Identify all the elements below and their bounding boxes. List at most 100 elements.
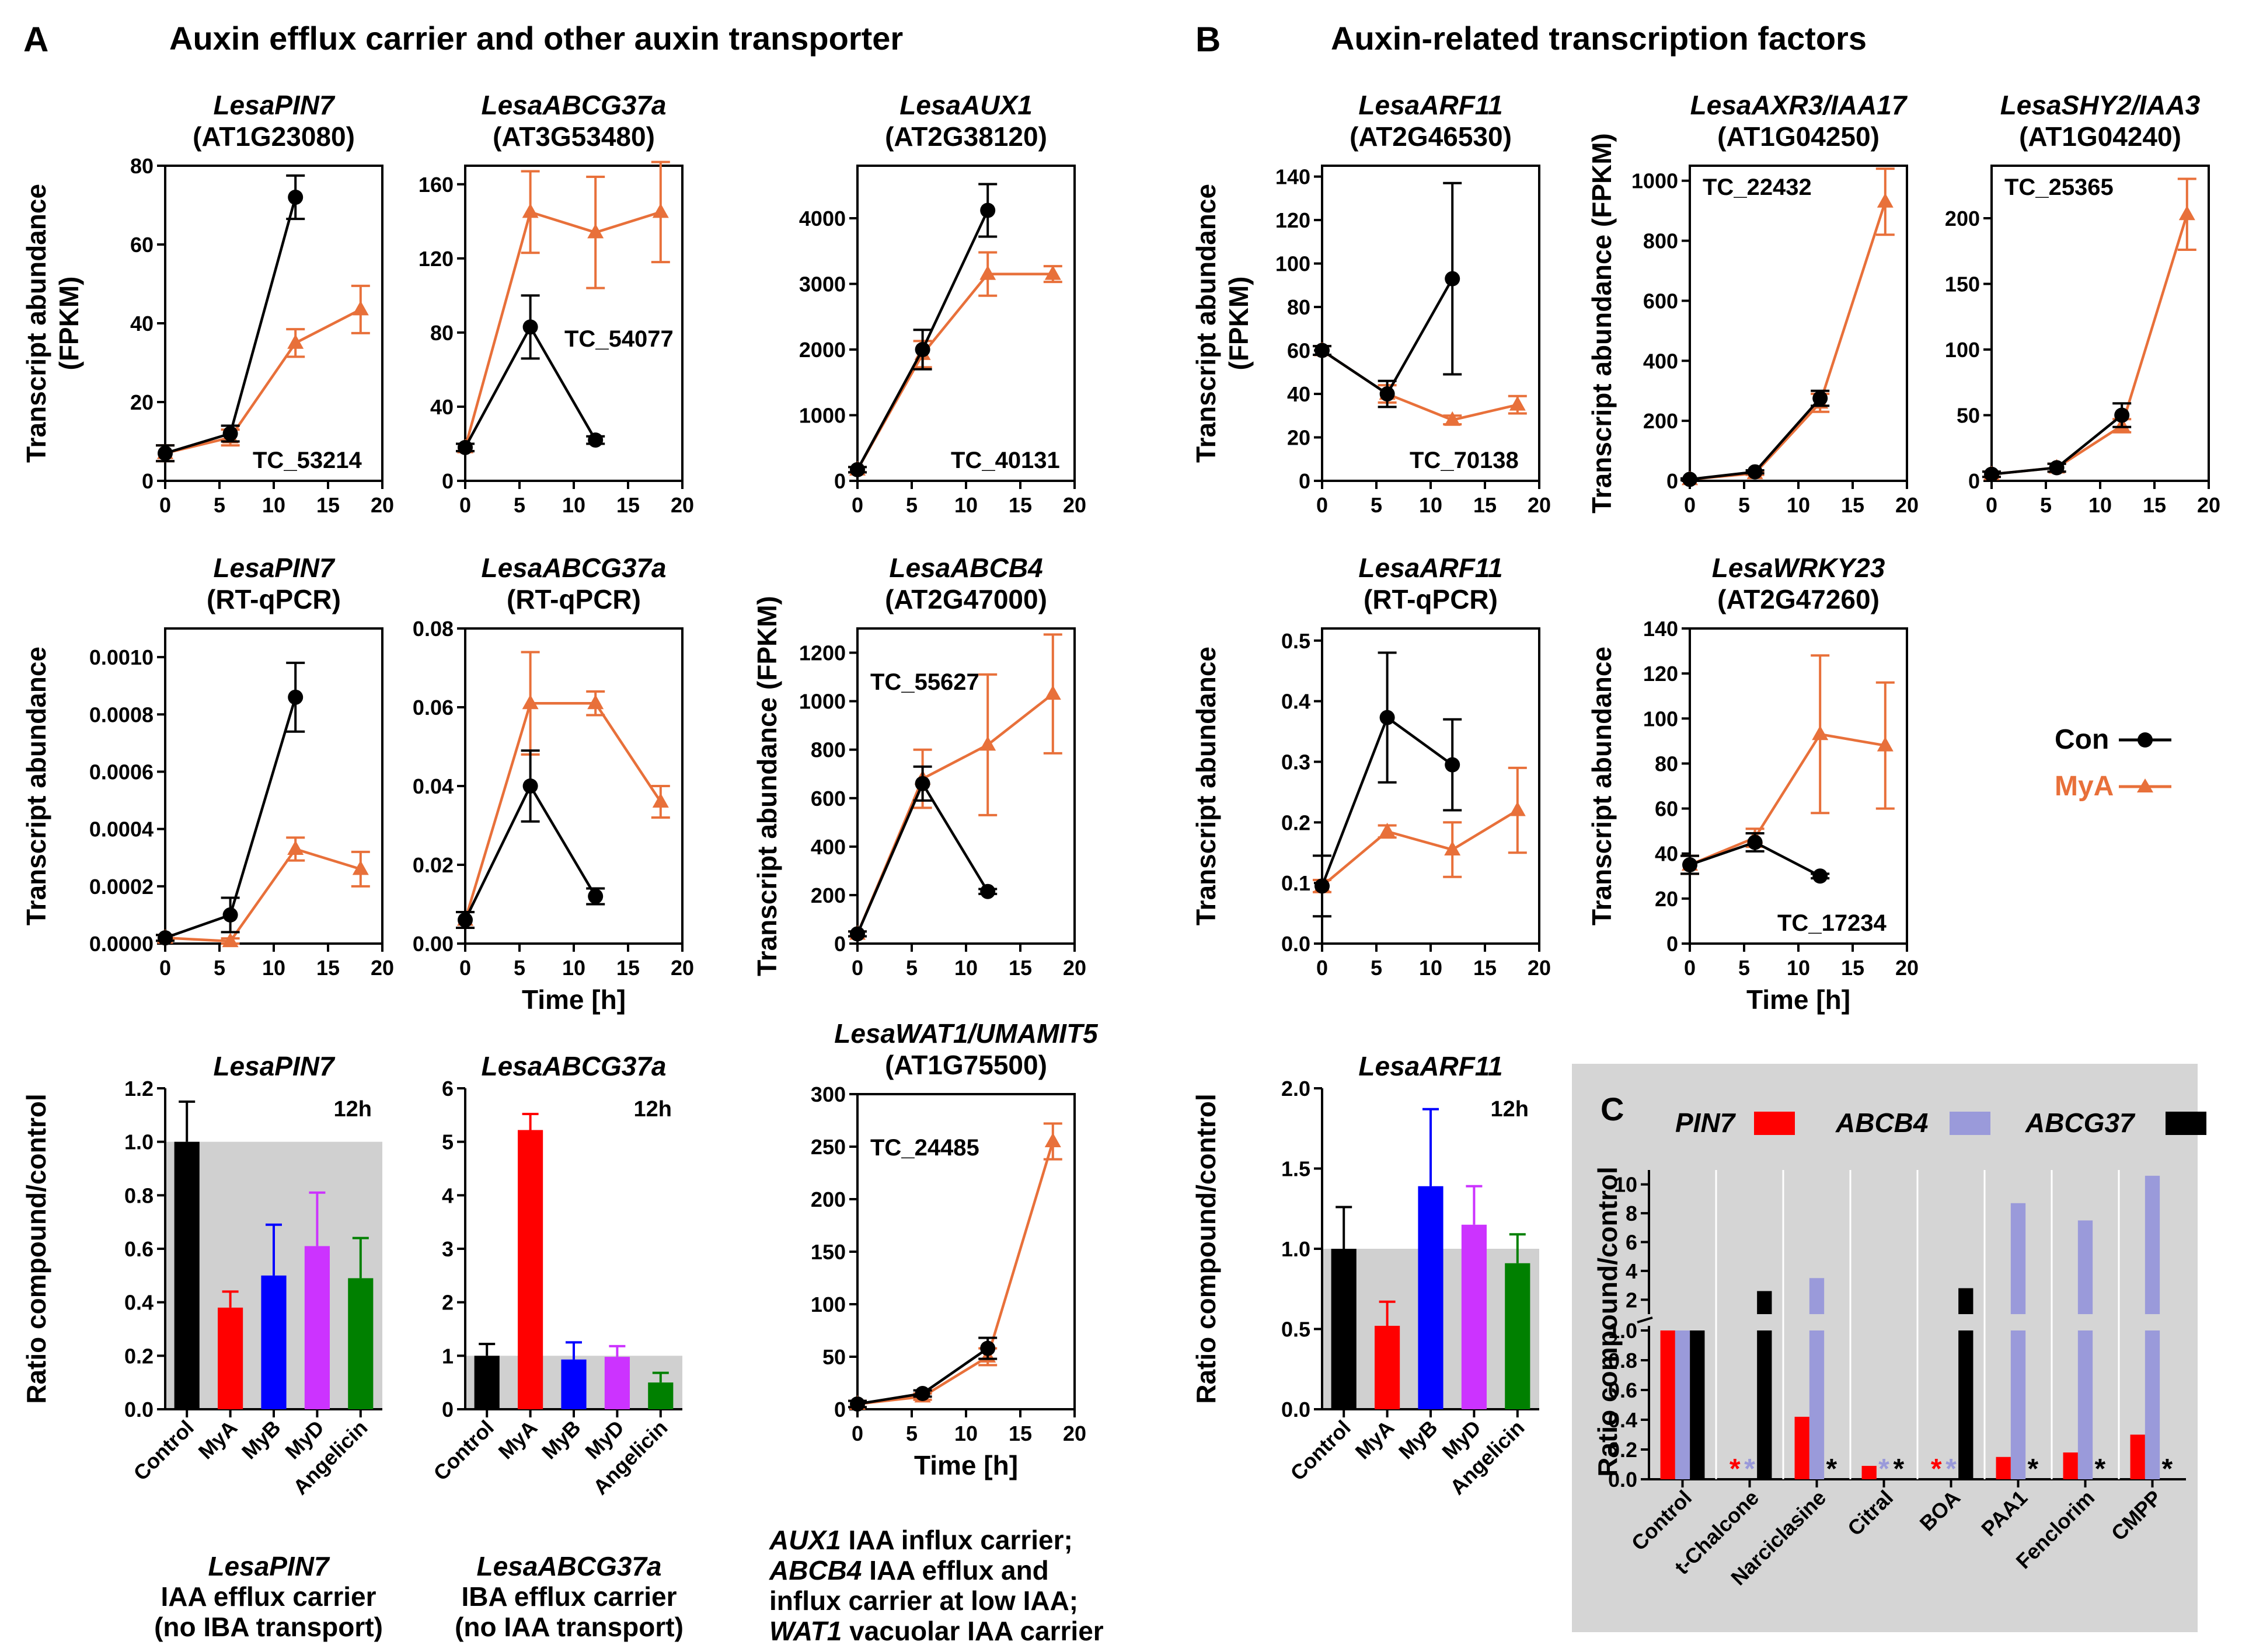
y-tick-label: 0.02 — [413, 853, 454, 877]
mya-point — [1444, 841, 1461, 856]
time-annotation: 12h — [634, 1097, 672, 1122]
x-tick-label: 20 — [2197, 493, 2220, 517]
y-tick-label: 0.06 — [413, 696, 454, 720]
x-tick-label: 5 — [514, 956, 525, 980]
mya-point — [522, 694, 539, 710]
con-point — [980, 1340, 996, 1356]
notes: LesaPIN7 IAA efflux carrier (no IBA tran… — [154, 1525, 1104, 1646]
x-category-label: MyA — [1351, 1416, 1399, 1464]
x-tick-label: 10 — [2088, 493, 2112, 517]
y-tick-label: 20 — [1655, 887, 1678, 911]
time-annotation: 12h — [1491, 1097, 1529, 1122]
x-category-label: MyB — [1394, 1416, 1442, 1464]
chart-title: LesaARF11 — [1358, 90, 1502, 120]
significance-asterisk: * — [2161, 1454, 2173, 1485]
x-category-label: MyA — [194, 1416, 242, 1464]
y-tick-label: 0.0000 — [89, 932, 154, 956]
gene-id-annotation: TC_54077 — [564, 326, 674, 352]
y-tick-label: 0 — [442, 469, 454, 493]
y-tick-label: 80 — [430, 321, 454, 345]
note-pin7-role: IAA efflux carrier — [161, 1581, 376, 1612]
panel-c-letter: C — [1601, 1091, 1624, 1127]
chart-subtitle: (AT2G38120) — [885, 121, 1047, 152]
legend-mya-marker — [2137, 778, 2153, 792]
bar-abcb4-upper — [1809, 1278, 1825, 1314]
y-tick-label: 0.0010 — [89, 645, 154, 669]
y-tick-label: 8 — [1626, 1202, 1637, 1225]
y-tick-label: 5 — [442, 1130, 454, 1154]
x-tick-label: 20 — [1528, 493, 1551, 517]
mya-point — [522, 203, 539, 218]
x-tick-label: 15 — [616, 956, 640, 980]
chart-subtitle: (AT1G23080) — [193, 121, 355, 152]
con-point — [1445, 271, 1460, 287]
y-tick-label: 0 — [142, 469, 154, 493]
chart-subtitle: (AT2G47000) — [885, 584, 1047, 614]
legend-con-marker — [2138, 732, 2153, 748]
con-point — [915, 342, 930, 357]
y-tick-label: 3000 — [799, 273, 846, 296]
chart-subtitle: (AT1G04250) — [1717, 121, 1880, 152]
legend: Con MyA — [2055, 724, 2171, 802]
con-point — [980, 202, 996, 218]
con-point — [158, 445, 173, 461]
y-tick-label: 300 — [811, 1082, 846, 1106]
panel-a-letter: A — [23, 20, 48, 59]
y-axis-label: Transcript abundance (FPKM) — [752, 596, 782, 976]
bar-angelicin — [648, 1382, 674, 1409]
bar-myd — [304, 1246, 330, 1409]
series-line-con — [165, 197, 297, 455]
chart-title: LesaPIN7 — [213, 90, 336, 120]
chart-abcb4-rnaseq: 0 200 400 600 800 1000 1200 0 5 10 15 20 LesaABCB4(A… — [752, 553, 1086, 980]
y-tick-label: 0.6 — [124, 1237, 154, 1261]
x-category-label: MyB — [237, 1416, 285, 1464]
chart-shy2-rnaseq: 0 50 100 150 200 0 5 10 15 20 LesaSHY2/IAA3(AT1G04… — [1945, 90, 2220, 517]
y-tick-label: 0 — [834, 1398, 846, 1422]
mya-point — [652, 203, 669, 218]
y-tick-label: 0.0 — [1281, 932, 1310, 956]
gene-id-annotation: TC_53214 — [253, 448, 362, 473]
y-tick-label: 0.0004 — [89, 818, 154, 841]
x-tick-label: 0 — [159, 493, 171, 517]
x-tick-label: 5 — [906, 1422, 918, 1445]
con-point — [850, 926, 865, 942]
chart-axr3-rnaseq: 0 200 400 600 800 1000 0 5 10 15 20 LesaAXR3/IAA17(… — [1587, 90, 1919, 517]
y-tick-label: 0.1 — [1281, 871, 1310, 895]
chart-title: LesaSHY2/IAA3 — [2000, 90, 2201, 120]
mya-point — [287, 334, 304, 349]
bar-abcb4-lower — [2077, 1330, 2093, 1479]
y-tick-label: 2.0 — [1281, 1077, 1310, 1101]
chart-pin7-rnaseq: 0 20 40 60 80 0 5 10 15 20 LesaPIN7(AT1G23080) Tran… — [21, 90, 394, 517]
x-tick-label: 15 — [1009, 493, 1032, 517]
con-point — [588, 889, 604, 904]
gene-id-annotation: TC_17234 — [1777, 910, 1887, 936]
mya-point — [352, 301, 369, 316]
bar-abcb4-upper — [2010, 1203, 2026, 1314]
con-point — [522, 778, 538, 794]
mya-point — [1044, 685, 1061, 700]
y-tick-label: 600 — [811, 787, 846, 811]
con-point — [915, 1386, 930, 1401]
plot-frame — [164, 627, 383, 945]
series-line-mya — [856, 273, 1053, 470]
plot-frame — [856, 165, 1076, 482]
y-tick-label: 120 — [1643, 662, 1678, 686]
plot-frame — [464, 165, 684, 482]
y-tick-label: 150 — [811, 1240, 846, 1264]
x-tick-label: 15 — [316, 956, 340, 980]
x-tick-label: 20 — [371, 956, 394, 980]
y-tick-label: 1.2 — [124, 1077, 154, 1101]
y-tick-label: 400 — [811, 835, 846, 859]
y-tick-label: 0.00 — [413, 932, 454, 956]
con-point — [1314, 878, 1330, 894]
y-tick-label: 6 — [1626, 1231, 1637, 1255]
y-tick-label: 4000 — [799, 207, 846, 230]
bar-abcb4-lower — [2145, 1330, 2160, 1479]
bar-control — [474, 1356, 500, 1409]
chart-subtitle: (AT1G75500) — [885, 1050, 1047, 1080]
series-line-mya — [1991, 214, 2188, 476]
bar-abcg37-upper — [1958, 1288, 1973, 1314]
significance-asterisk: * — [1730, 1454, 1741, 1485]
x-axis-label: Time [h] — [1746, 984, 1850, 1015]
